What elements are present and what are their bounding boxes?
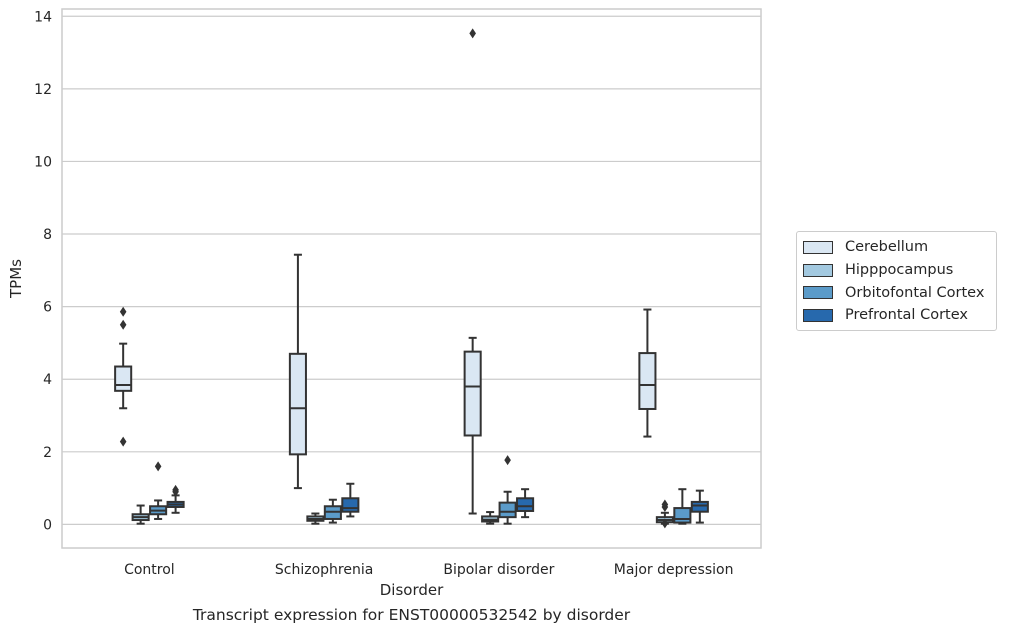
legend: Cerebellum Hipppocampus Orbitofontal Corte…: [796, 231, 997, 331]
outlier-point: [469, 28, 476, 39]
legend-swatch: [803, 286, 833, 300]
box-1-0: [131, 504, 150, 525]
legend-item: Cerebellum: [803, 236, 990, 259]
box-0-3: [638, 308, 657, 438]
y-tick-label: 10: [34, 154, 52, 170]
y-tick-label: 2: [43, 445, 52, 461]
legend-label: Prefrontal Cortex: [845, 307, 968, 324]
box-3-2: [516, 488, 535, 519]
y-tick-label: 12: [34, 82, 52, 98]
box-1-1: [306, 512, 325, 525]
box-iqr: [638, 352, 657, 410]
box-iqr: [690, 500, 709, 513]
box-iqr: [114, 365, 133, 392]
legend-swatch: [803, 240, 833, 254]
legend-swatch: [803, 263, 833, 277]
legend-swatch: [803, 308, 833, 322]
x-tick-label: Major depression: [614, 562, 734, 578]
box-2-0: [149, 461, 168, 520]
y-axis-label: TPMs: [7, 259, 25, 299]
box-iqr: [516, 497, 535, 512]
x-tick-label: Bipolar disorder: [443, 562, 554, 578]
box-3-0: [166, 484, 185, 514]
outlier-point: [119, 436, 127, 447]
outlier-point: [661, 518, 669, 529]
box-2-2: [498, 455, 517, 525]
outlier-point: [119, 306, 127, 317]
outlier-point: [661, 501, 669, 512]
y-tick-label: 6: [43, 300, 52, 316]
box-iqr: [288, 352, 307, 456]
chart-caption: Transcript expression for ENST0000053254…: [192, 606, 631, 624]
legend-label: Hipppocampus: [845, 262, 954, 279]
box-3-1: [341, 482, 360, 518]
x-axis-label: Disorder: [380, 581, 444, 599]
outlier-point: [154, 461, 162, 472]
plot-frame: [61, 8, 762, 549]
box-1-2: [481, 511, 500, 525]
box-plot-series: [114, 28, 709, 529]
legend-label: Orbitofontal Cortex: [845, 284, 985, 301]
legend-item: Hipppocampus: [803, 259, 990, 282]
legend-item: Prefrontal Cortex: [803, 304, 990, 327]
x-tick-label: Schizophrenia: [275, 562, 373, 578]
box-0-1: [288, 253, 307, 490]
legend-label: Cerebellum: [845, 239, 929, 256]
legend-item: Orbitofontal Cortex: [803, 281, 990, 304]
box-0-2: [463, 28, 482, 515]
box-1-3: [655, 499, 674, 529]
grid-lines: [62, 15, 761, 526]
box-2-3: [673, 488, 692, 525]
y-tick-label: 4: [43, 372, 52, 388]
box-iqr: [463, 350, 482, 437]
outlier-point: [172, 486, 179, 497]
outlier-point: [504, 455, 511, 466]
outlier-point: [119, 319, 127, 330]
y-tick-labels: 0 2 4 6 8 10 12 14: [34, 9, 52, 533]
box-3-3: [690, 489, 709, 524]
x-tick-labels: Control Schizophrenia Bipolar disorder Majo…: [124, 562, 733, 578]
box-iqr: [673, 507, 692, 524]
y-tick-label: 0: [43, 517, 52, 533]
y-tick-label: 8: [43, 227, 52, 243]
box-0-0: [114, 306, 133, 447]
x-tick-label: Control: [124, 562, 175, 578]
box-iqr: [498, 501, 517, 519]
y-tick-label: 14: [34, 9, 52, 25]
box-iqr: [341, 497, 360, 513]
box-2-1: [323, 498, 342, 524]
